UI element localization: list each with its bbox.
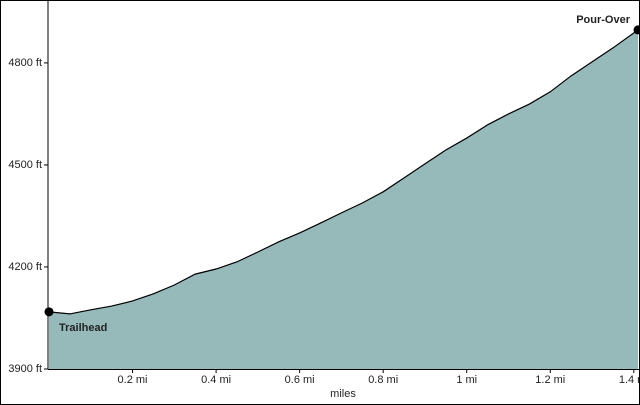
y-tick-label: 3900 ft [8, 363, 42, 375]
y-tick-label: 4800 ft [8, 57, 42, 69]
annotation-marker [633, 25, 640, 35]
x-tick-label: 0.2 mi [118, 374, 148, 386]
annotation-label: Trailhead [59, 322, 107, 334]
area [49, 29, 638, 370]
annotation-marker [44, 307, 54, 317]
x-axis-label: miles [330, 388, 356, 400]
annotation-label: Pour-Over [576, 14, 631, 26]
x-tick-label: 0.4 mi [201, 374, 231, 386]
x-tick-label: 1.4 mi [619, 374, 640, 386]
x-tick-label: 1 mi [456, 374, 477, 386]
x-tick-label: 1.2 mi [535, 374, 565, 386]
y-tick-label: 4200 ft [8, 261, 42, 273]
x-tick-label: 0.8 mi [368, 374, 398, 386]
line [48, 29, 639, 315]
x-tick-label: 0.6 mi [285, 374, 315, 386]
y-tick-label: 4500 ft [8, 159, 42, 171]
